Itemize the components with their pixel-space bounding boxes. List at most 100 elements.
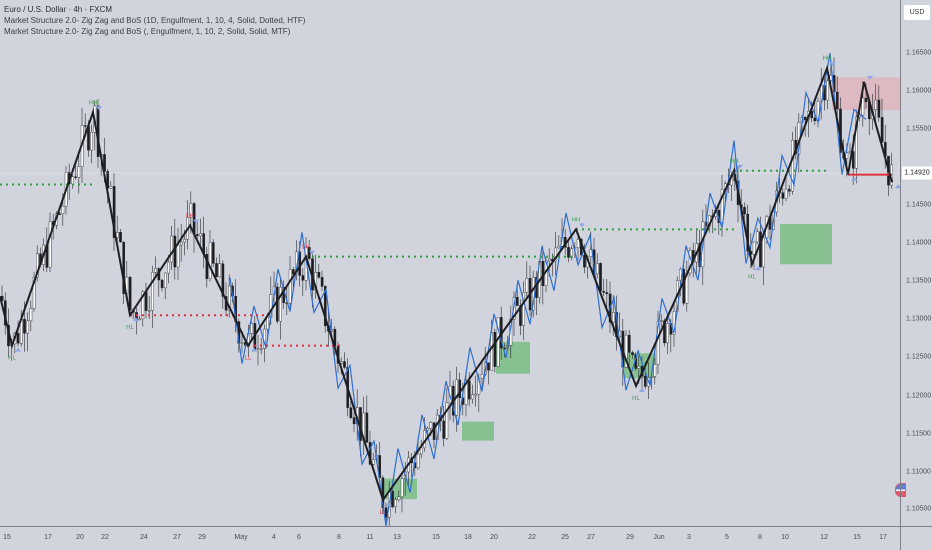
candle-body (292, 269, 295, 275)
candle-body (23, 319, 26, 334)
candle-body (205, 253, 209, 279)
candle-body (144, 291, 148, 311)
htf-zigzag-line (0, 64, 893, 503)
candle-body (256, 348, 260, 350)
price-tick-label: 1.16000 (906, 87, 932, 95)
candle-body (826, 80, 829, 101)
candle-body (71, 176, 74, 185)
candle-body (90, 131, 93, 151)
candle-body (266, 317, 270, 330)
candle-body (179, 241, 183, 246)
candle-body (29, 308, 33, 322)
price-tick-label: 1.13000 (906, 315, 932, 323)
swing-low-marker-icon (15, 347, 21, 352)
candle-body (855, 116, 858, 169)
structure-label: HL (8, 356, 16, 362)
currency-button[interactable]: USD (904, 5, 930, 20)
candle-body (813, 117, 817, 122)
candle-body (861, 97, 865, 116)
candle-body (493, 332, 497, 367)
candle-body (810, 111, 813, 119)
candle-body (612, 312, 615, 323)
candle-body (656, 321, 660, 365)
candle-body (557, 246, 561, 249)
time-axis[interactable]: 15 17 20 22 24 27 29 May 4 6 8 11 13 15 18 20 22 25 27 29 Ju… (0, 526, 900, 550)
swing-low-marker-icon (639, 387, 645, 392)
price-tick-label: 1.14000 (906, 239, 932, 247)
time-tick-label: 17 (879, 534, 887, 541)
candle-body (554, 247, 557, 262)
candle-body (628, 334, 631, 353)
swing-high-marker-icon (96, 106, 102, 111)
candle-body (496, 317, 500, 367)
candle-body (432, 422, 436, 440)
candle-body (474, 393, 478, 396)
candle-body (666, 323, 669, 344)
swing-high-marker-icon (309, 250, 315, 255)
swing-high-marker-icon (193, 219, 199, 224)
time-tick-label: 11 (366, 534, 374, 541)
candle-body (58, 213, 61, 215)
price-axis[interactable]: USD 1.16500 1.16000 1.15500 1.14500 1.14000 1… (900, 0, 932, 526)
candle-body (788, 188, 791, 192)
structure-label: HL (748, 274, 756, 280)
candle-body (288, 269, 292, 304)
candle-body (141, 291, 145, 320)
mtf-zigzag-line (229, 52, 867, 527)
candle-body (365, 412, 369, 443)
price-tick-label: 1.11000 (906, 468, 931, 476)
candle-body (880, 117, 884, 143)
candle-body (602, 290, 605, 293)
symbol-title[interactable]: Euro / U.S. Dollar · 4h · FXCM (4, 5, 113, 14)
swing-low-marker-icon (386, 501, 392, 506)
time-tick-label: 29 (626, 534, 634, 541)
candle-body (211, 242, 215, 264)
time-tick-label: 18 (464, 534, 472, 541)
candle-body (122, 241, 125, 294)
demand-zone (462, 421, 494, 441)
indicator-legend-mtf[interactable]: Market Structure 2.0- Zig Zag and BoS (,… (4, 27, 291, 36)
candle-body (276, 286, 279, 322)
candle-body (250, 323, 254, 334)
candle-body (343, 361, 346, 368)
time-tick-label: Jun (653, 534, 665, 541)
swing-high-marker-icon (579, 223, 585, 228)
time-tick-label: 17 (44, 534, 52, 541)
indicator-legend-htf[interactable]: Market Structure 2.0- Zig Zag and BoS (1… (4, 16, 306, 25)
swing-high-marker-icon (737, 164, 743, 169)
candle-body (682, 268, 685, 304)
candle-body (445, 402, 449, 439)
candle-body (458, 379, 462, 399)
candle-body (77, 166, 81, 178)
candle-body (349, 407, 353, 418)
candle-body (471, 394, 474, 400)
structure-label: HH (730, 159, 739, 165)
candle-body (624, 334, 628, 368)
swing-low-marker-icon (251, 347, 257, 352)
candle-body (599, 263, 602, 292)
candle-body (74, 176, 77, 178)
candle-body (218, 263, 222, 278)
time-tick-label: 22 (101, 534, 109, 541)
time-tick-label: 8 (337, 534, 341, 541)
candle-body (391, 490, 394, 508)
price-tick-label: 1.16500 (906, 49, 932, 57)
time-tick-label: 27 (587, 534, 595, 541)
candle-body (317, 272, 321, 278)
time-tick-label: 20 (490, 534, 498, 541)
candle-body (836, 91, 839, 110)
price-tick-label: 1.10500 (906, 505, 932, 513)
chart-plot-area[interactable]: HL HH HL LH LL LH LL HH HL HH HL HH Euro / U.S. Dol… (0, 0, 906, 536)
candle-body (864, 97, 868, 103)
candle-body (61, 205, 65, 214)
candle-body (877, 99, 881, 118)
candle-body (743, 207, 746, 215)
candle-body (759, 231, 762, 268)
time-tick-label: 15 (3, 534, 11, 541)
candle-body (308, 246, 311, 259)
candle-body (487, 362, 490, 371)
candle-body (83, 125, 87, 127)
time-tick-label: 29 (198, 534, 206, 541)
time-tick-label: May (234, 534, 248, 541)
candle-body (221, 263, 225, 297)
